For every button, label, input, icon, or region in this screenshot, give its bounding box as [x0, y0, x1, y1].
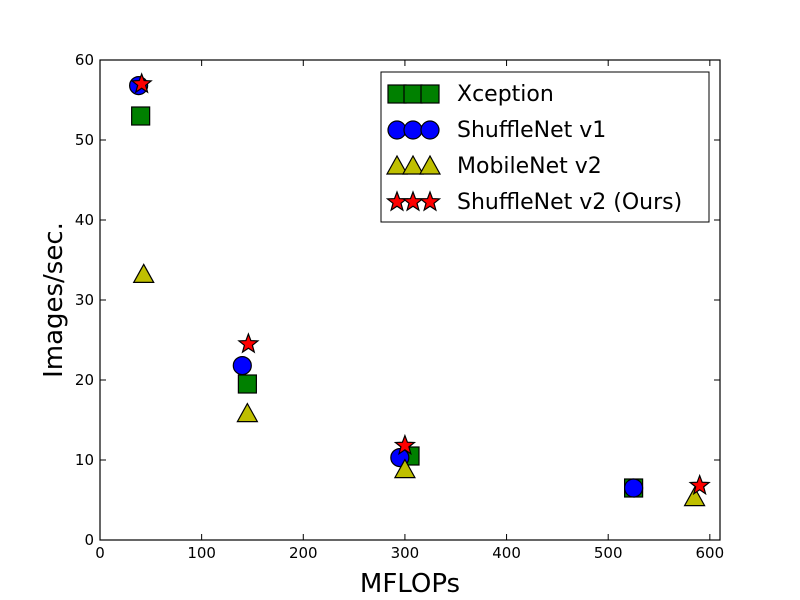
legend-marker-mobilenet-v2 [385, 154, 409, 175]
y-tick-label: 50 [75, 131, 94, 149]
legend-marker-shufflenet-v1 [403, 120, 423, 140]
y-tick-label: 30 [75, 291, 94, 309]
data-point-mobilenet-v2 [236, 402, 259, 423]
y-axis-title: Images/sec. [39, 222, 69, 378]
axis-ticks: 0 100 200 300 400 500 600 0 10 20 30 40 50 60 [75, 51, 724, 562]
legend-marker-shufflenet-v1 [420, 120, 440, 140]
data-point-shufflenet-v1 [232, 356, 252, 376]
legend-marker-shufflenet-v2-ours [418, 190, 442, 212]
x-tick-label: 400 [492, 544, 521, 562]
y-tick-label: 60 [75, 51, 94, 69]
legend-label-shufflenet-v1: ShuffleNet v1 [457, 118, 606, 143]
x-axis-title: MFLOPs [360, 569, 460, 599]
x-tick-label: 0 [95, 544, 105, 562]
legend-marker-xception [387, 84, 407, 104]
y-tick-label: 40 [75, 211, 94, 229]
x-tick-label: 500 [594, 544, 623, 562]
legend-marker-xception [403, 84, 423, 104]
data-point-shufflenet-v2-ours [688, 473, 711, 496]
y-tick-label: 20 [75, 371, 94, 389]
legend: Xception ShuffleNet v1 MobileNet v2 Shuffle… [380, 71, 710, 223]
x-tick-label: 100 [187, 544, 216, 562]
data-point-shufflenet-v1 [624, 478, 644, 498]
data-marks [129, 72, 711, 507]
y-tick-label: 10 [75, 451, 94, 469]
data-point-xception [131, 106, 151, 126]
data-point-shufflenet-v2-ours [237, 332, 260, 354]
y-tick-label: 0 [84, 531, 94, 549]
legend-marker-xception [420, 84, 440, 104]
data-point-xception [237, 374, 257, 394]
legend-label-mobilenet-v2: MobileNet v2 [457, 154, 602, 179]
data-point-shufflenet-v2-ours [130, 72, 153, 94]
data-point-mobilenet-v2 [683, 486, 706, 507]
x-tick-label: 300 [391, 544, 420, 562]
legend-marker-shufflenet-v1 [387, 120, 407, 140]
legend-marker-mobilenet-v2 [418, 154, 442, 175]
data-point-mobilenet-v2 [132, 263, 155, 283]
x-tick-label: 200 [289, 544, 318, 562]
legend-marker-mobilenet-v2 [401, 154, 425, 175]
x-tick-label: 600 [696, 544, 725, 562]
legend-label-shufflenet-v2-ours: ShuffleNet v2 (Ours) [457, 190, 682, 215]
data-point-shufflenet-v2-ours [393, 433, 417, 456]
legend-label-xception: Xception [457, 82, 554, 107]
data-point-mobilenet-v2 [393, 458, 416, 479]
